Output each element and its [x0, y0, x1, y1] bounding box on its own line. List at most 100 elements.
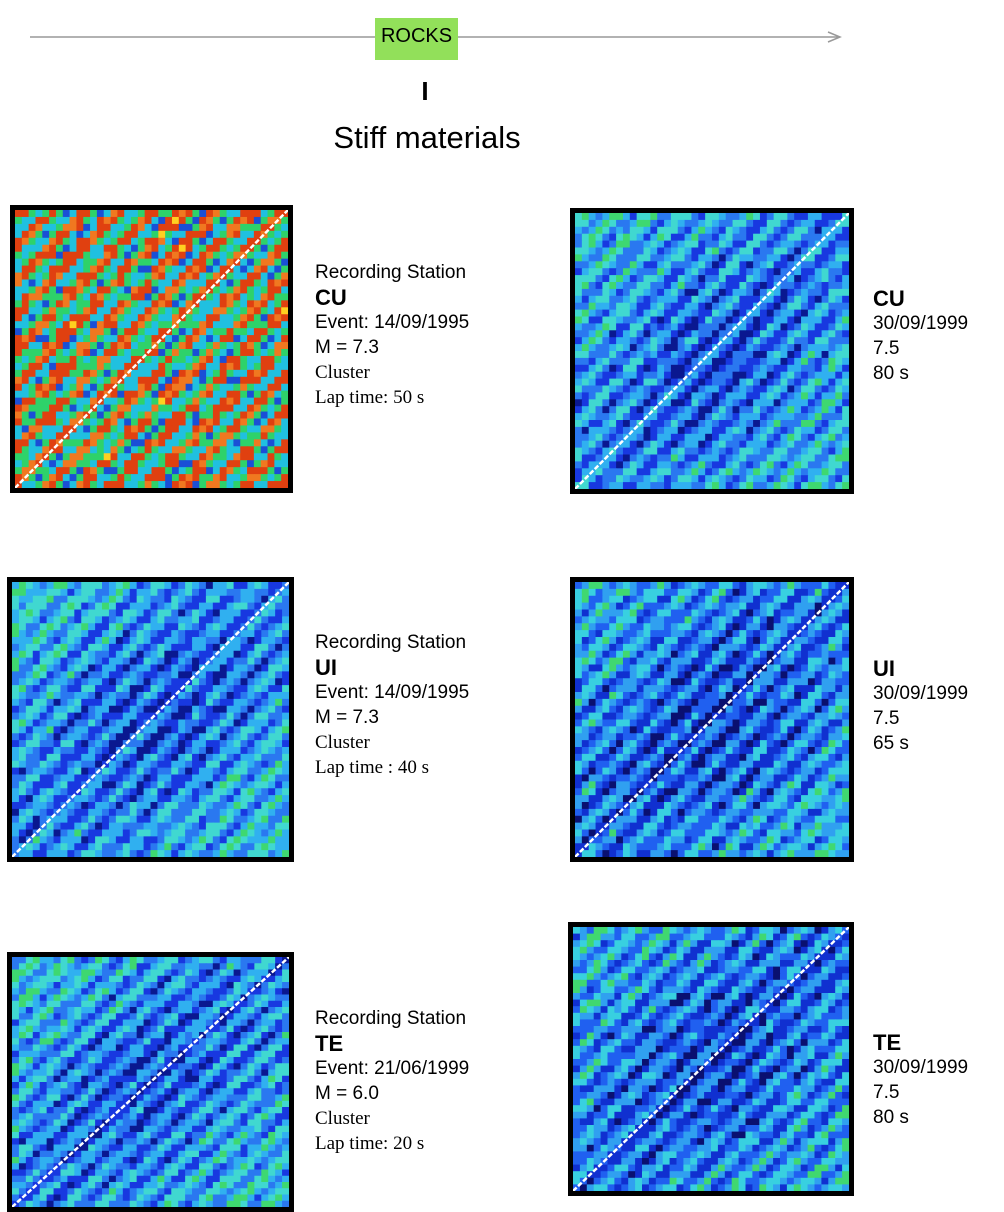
plot-cell [220, 210, 227, 218]
plot-cell [261, 321, 268, 329]
plot-cell [705, 420, 712, 428]
plot-cell [220, 795, 228, 802]
plot-cell [671, 317, 678, 325]
plot-cell [753, 282, 760, 290]
plot-cell [822, 323, 829, 331]
plot-cell [247, 692, 255, 699]
plot-cell [274, 370, 281, 378]
plot-cell [698, 289, 705, 297]
plot-cell [268, 425, 275, 433]
plot-cell [164, 720, 172, 727]
plot-cell [97, 405, 104, 413]
plot-cell [144, 671, 152, 678]
plot-cell [808, 268, 815, 276]
plot-cell [40, 589, 48, 596]
plot-cell [29, 231, 36, 239]
plot-cell [70, 349, 77, 357]
plot-cell [254, 781, 262, 788]
plot-cell [81, 788, 89, 795]
plot-cell [137, 651, 145, 658]
plot-cell [186, 391, 193, 399]
plot-cell [49, 300, 56, 308]
plot-cell [746, 323, 753, 331]
plot-cell [130, 830, 138, 837]
plot-cell [650, 482, 657, 489]
plot-cell [124, 307, 131, 315]
plot-cell [733, 468, 740, 476]
plot-cell [144, 678, 152, 685]
plot-cell [582, 420, 589, 428]
plot-cell [794, 596, 801, 603]
plot-cell [609, 475, 616, 483]
plot-cell [247, 582, 255, 589]
plot-cell [178, 740, 186, 747]
plot-cell [192, 307, 199, 315]
plot-cell [698, 468, 705, 476]
plot-cell [767, 406, 774, 414]
plot-cell [95, 637, 103, 644]
plot-cell [172, 370, 179, 378]
plot-cell [124, 293, 131, 301]
plot-cell [102, 775, 110, 782]
plot-cell [575, 254, 582, 262]
plot-cell [268, 398, 275, 406]
plot-cell [274, 238, 281, 246]
plot-cell [664, 337, 671, 345]
plot-cell [261, 795, 269, 802]
plot-cell [602, 448, 609, 456]
plot-cell [698, 461, 705, 469]
plot-cell [616, 468, 623, 476]
plot-cell [178, 713, 186, 720]
plot-cell [192, 217, 199, 225]
plot-cell [152, 259, 159, 267]
plot-cell [213, 432, 220, 440]
plot-cell [54, 754, 62, 761]
plot-cell [158, 349, 165, 357]
plot-cell [637, 603, 644, 610]
plot-cell [81, 802, 89, 809]
plot-cell [582, 461, 589, 469]
plot-cell [664, 365, 671, 373]
plot-cell [240, 210, 247, 218]
plot-cell [678, 386, 685, 394]
plot-cell [179, 391, 186, 399]
plot-cell [282, 788, 289, 795]
plot-cell [83, 314, 90, 322]
plot-cell [794, 303, 801, 311]
plot-cell [165, 356, 172, 364]
plot-cell [29, 321, 36, 329]
plot-cell [199, 245, 206, 253]
plot-cell [739, 392, 746, 400]
plot-cell [164, 795, 172, 802]
plot-cell [801, 372, 808, 380]
plot-cell [97, 439, 104, 447]
plot-cell [609, 468, 616, 476]
plot-cell [781, 323, 788, 331]
plot-cell [733, 310, 740, 318]
plot-cell [712, 310, 719, 318]
plot-cell [33, 850, 41, 857]
plot-cell [268, 419, 275, 427]
plot-cell [698, 275, 705, 283]
plot-cell [49, 280, 56, 288]
plot-cell [698, 372, 705, 380]
plot-cell [739, 282, 746, 290]
plot-cell [157, 637, 165, 644]
plot-cell [644, 241, 651, 249]
plot-cell [596, 261, 603, 269]
plot-cell [781, 317, 788, 325]
plot-cell [794, 310, 801, 318]
plot-cell [275, 685, 283, 692]
plot-cell [247, 809, 255, 816]
plot-cell [70, 314, 77, 322]
plot-cell [144, 733, 152, 740]
plot-cell [261, 259, 268, 267]
plot-cell [671, 399, 678, 407]
plot-cell [213, 391, 220, 399]
plot-cell [685, 310, 692, 318]
plot-cell [206, 231, 213, 239]
plot-cell [19, 809, 27, 816]
plot-cell [88, 823, 96, 830]
plot-cell [281, 342, 288, 350]
plot-cell [705, 248, 712, 256]
